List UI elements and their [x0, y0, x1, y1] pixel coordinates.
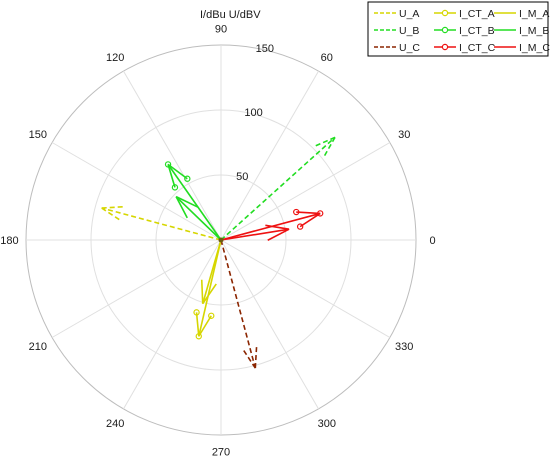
phasor-shaft [220, 228, 290, 241]
legend-label: I_CT_A [459, 8, 495, 20]
phasor-shaft [101, 207, 222, 241]
angle-tick-label: 120 [106, 52, 124, 64]
phasor-marker [193, 309, 200, 316]
radial-tick-labels: 50 100 150 [236, 43, 274, 183]
radial-tick-label: 50 [236, 171, 248, 183]
legend-label: U_B [399, 25, 419, 37]
phasor-arrowhead [254, 344, 258, 369]
phasor-i-m-a [200, 239, 222, 305]
legend-item: U_C [374, 42, 420, 54]
angle-tick-label: 300 [318, 418, 336, 430]
legend-label: I_M_A [519, 8, 549, 20]
legend-label: I_M_C [519, 42, 550, 54]
phasor-marker [195, 333, 202, 340]
legend-item: I_CT_B [434, 25, 495, 37]
angle-tick-label: 180 [0, 235, 18, 247]
phasor-marker [293, 208, 300, 216]
phasor-arrowhead [241, 347, 256, 369]
angle-tick-label: 30 [398, 129, 410, 141]
phasor-arrowhead [198, 315, 212, 337]
phasor-arrowhead [200, 279, 204, 304]
radial-tick-label: 100 [244, 107, 262, 119]
legend-label: I_CT_C [459, 42, 496, 54]
radial-tick-label: 150 [256, 43, 274, 55]
phasor-marker [208, 312, 215, 319]
polar-grid [25, 44, 417, 436]
angle-grid-line [220, 239, 319, 410]
angle-grid-line [123, 70, 222, 241]
phasor-shaft [220, 239, 257, 369]
phasor-marker [184, 175, 191, 182]
phasor-arrowhead [167, 163, 188, 180]
phasor-shaft [175, 196, 222, 241]
angle-tick-labels: 0 30 60 90 120 150 180 210 240 270 300 330 [0, 23, 435, 458]
phasor-i-m-b [175, 195, 222, 241]
phasor-arrowhead [322, 136, 336, 159]
angle-tick-label: 60 [321, 52, 333, 64]
angle-tick-label: 270 [212, 447, 230, 458]
legend-item: I_M_C [494, 42, 550, 54]
legend-item: U_A [374, 8, 419, 20]
phasor-marker [164, 161, 172, 168]
phasor-marker [171, 184, 179, 191]
legend-item: I_CT_C [434, 42, 496, 54]
phasor-u-c [220, 239, 258, 369]
angle-tick-label: 0 [430, 235, 436, 247]
angle-grid-line [220, 239, 391, 338]
phasor-arrowhead [296, 211, 321, 215]
phasor-arrowhead [167, 164, 176, 188]
phasor-arrowhead [101, 207, 123, 222]
phasor-series [101, 136, 336, 369]
legend-item: I_M_A [494, 8, 549, 20]
angle-tick-label: 240 [106, 418, 124, 430]
legend-marker [441, 9, 449, 17]
phasor-arrowhead [101, 205, 126, 209]
phasor-arrowhead [312, 136, 336, 148]
angle-grid-line [220, 70, 319, 241]
phasor-shaft [197, 239, 222, 337]
units-label: I/dBu U/dBV [200, 9, 261, 21]
angle-grid-line [123, 239, 222, 410]
angle-grid-line [51, 239, 222, 338]
legend-label: U_A [399, 8, 419, 20]
legend-label: I_M_B [519, 25, 549, 37]
angle-tick-label: 330 [395, 341, 413, 353]
legend-box [367, 1, 549, 57]
phasor-u-a [101, 205, 222, 241]
phasor-arrowhead [175, 196, 188, 219]
angle-tick-label: 210 [29, 341, 47, 353]
phasor-marker [296, 223, 304, 230]
phasor-marker [317, 210, 324, 217]
phasor-i-m-c [220, 224, 290, 241]
phasor-arrowhead [265, 224, 290, 231]
legend-label: U_C [399, 42, 420, 54]
angle-tick-label: 150 [29, 129, 47, 141]
phasor-u-b [220, 136, 336, 241]
legend: U_A U_B U_C I_CT_A I_CT_B I_CT_C I_M_A I_M_B I_M… [367, 1, 550, 57]
phasor-shaft [201, 239, 222, 304]
phasor-arrowhead [195, 312, 200, 337]
phasor-arrowhead [175, 195, 199, 208]
legend-item: U_B [374, 25, 419, 37]
legend-item: I_CT_A [434, 8, 495, 20]
phasor-i-ct-b [164, 161, 222, 241]
phasor-shaft [220, 136, 336, 241]
phasor-arrowhead [299, 212, 321, 228]
legend-marker [441, 26, 449, 34]
angle-grid-line [51, 142, 222, 241]
angle-grid-line [220, 142, 391, 241]
phasor-arrowhead [267, 228, 290, 241]
angle-tick-label: 90 [215, 23, 227, 35]
legend-label: I_CT_B [459, 25, 495, 37]
phasor-i-ct-a [193, 239, 222, 340]
origin-point [218, 237, 224, 243]
legend-marker [441, 43, 449, 51]
legend-item: I_M_B [494, 25, 549, 37]
phasor-shaft [167, 163, 222, 241]
phasor-arrowhead [202, 283, 217, 305]
